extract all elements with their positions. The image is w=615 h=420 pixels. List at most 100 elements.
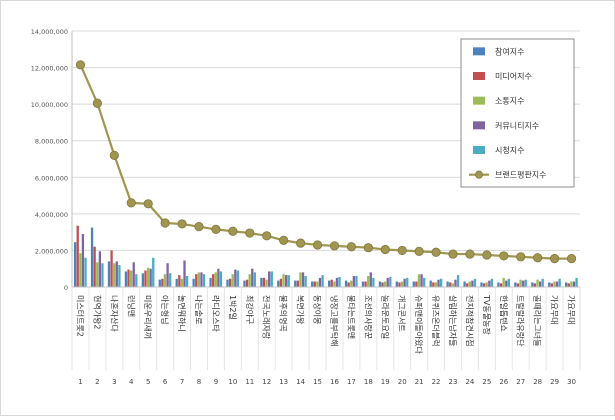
x-category-label: 가요무대 [550,295,559,324]
legend-swatch [473,121,485,130]
y-tick-label: 14,000,000 [31,28,68,36]
bar [279,278,283,287]
bar [107,261,111,287]
x-rank-label: 28 [533,378,542,386]
bar [482,283,486,287]
x-rank-label: 26 [499,378,508,386]
bar [234,269,237,287]
bar [446,281,449,287]
bar [192,278,195,287]
legend-label: 소통지수 [495,97,524,106]
bar [550,283,553,287]
x-category-label: 현역가왕2 [92,295,102,330]
bar [127,269,130,287]
legend-point-swatch [474,170,483,179]
bar [468,281,471,287]
x-category-label: 골때리는그녀들 [533,295,543,347]
line-point [245,228,255,238]
bar [372,277,375,287]
x-category-label: 최강야구 [245,295,255,324]
bar [555,281,559,287]
bar [499,283,503,287]
bar [519,279,522,287]
bar [90,227,94,287]
bar [429,280,432,287]
axis-layer: 0 2,000,000 4,000,000 6,000,000 8,000,000 10,… [31,28,581,386]
x-category-label: 한일톱텐쇼 [499,295,509,332]
x-category-label: 런닝맨 [126,295,136,317]
line-point [549,254,560,264]
x-rank-label: 5 [146,378,150,386]
bar [456,275,460,287]
bar [451,283,454,287]
bar [507,278,510,287]
bar [400,281,404,287]
bar [330,279,333,287]
bar [412,281,415,287]
bar [161,278,164,287]
bar [389,276,392,287]
bar [321,275,324,287]
x-rank-label: 23 [449,378,458,386]
x-rank-label: 3 [112,378,116,386]
y-tick-label: 6,000,000 [35,174,68,182]
bar [369,272,372,287]
bar [79,253,82,287]
x-rank-label: 25 [482,378,491,386]
bar [282,274,285,287]
bar [449,282,452,287]
bar [434,282,438,287]
bar [565,282,568,287]
bar [146,267,150,287]
bar [76,225,79,287]
bar [110,250,113,287]
line-point [312,240,323,250]
x-category-label: 동상이몽 [313,295,323,324]
bar [200,272,203,287]
bar [262,277,266,287]
bar [406,277,409,287]
bar [463,281,466,287]
legend-label: 커뮤니티지수 [495,120,539,130]
x-category-label: 나혼자산다 [109,295,119,332]
bar [395,281,398,287]
bar [454,279,457,287]
bar [212,274,215,287]
bar [514,282,517,287]
x-rank-label: 15 [313,378,322,386]
x-rank-label: 11 [245,378,254,386]
x-rank-label: 6 [163,378,168,386]
x-category-label: 라디오스타 [211,295,220,332]
bar [260,277,263,287]
bar [84,257,87,287]
bar [403,278,406,287]
x-category-label: 불타는트롯맨 [346,295,356,339]
bar [270,271,273,287]
bar [175,278,178,287]
x-category-label: 놀면뭐하니 [177,295,187,332]
line-point [363,243,373,253]
x-rank-label: 16 [330,378,339,386]
bar [248,274,251,287]
bar [251,268,254,287]
bar [490,278,494,287]
line-point [397,245,407,256]
bar [265,279,268,287]
x-category-label: 개그콘서트 [397,295,407,332]
bar [553,281,556,287]
line-point [295,238,306,248]
line-point [279,235,289,245]
line-point [329,241,340,251]
line-point [194,222,204,232]
line-point [516,252,526,262]
bar [316,281,319,287]
bar [124,271,128,287]
x-rank-label: 4 [129,378,134,386]
x-category-label: 미운우리새끼 [143,295,152,339]
bar [480,282,483,287]
x-rank-label: 8 [197,378,201,386]
bar [169,273,172,287]
bar [318,277,322,287]
y-tick-label: 10,000,000 [31,101,68,109]
